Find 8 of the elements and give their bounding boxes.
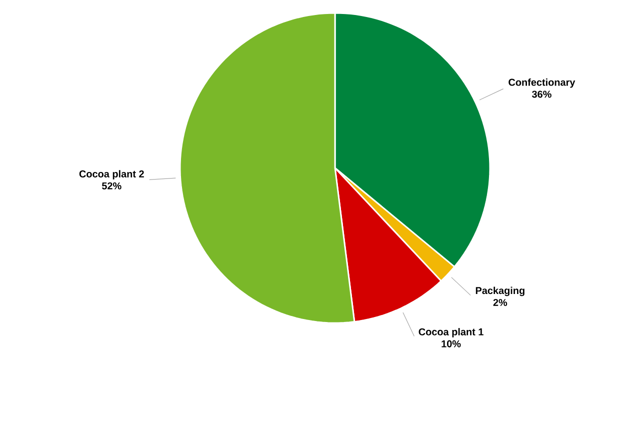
data-label: 36%	[532, 90, 552, 98]
slice-label: Cocoa plant 2	[79, 170, 144, 180]
slice-label: Cocoa plant 1	[418, 328, 484, 338]
slice-label: Confectionary	[508, 78, 576, 88]
slice-label: Packaging	[476, 286, 524, 296]
data-label: 10%	[442, 340, 461, 348]
data-label: 52%	[102, 182, 122, 190]
data-label: 2%	[493, 298, 508, 306]
